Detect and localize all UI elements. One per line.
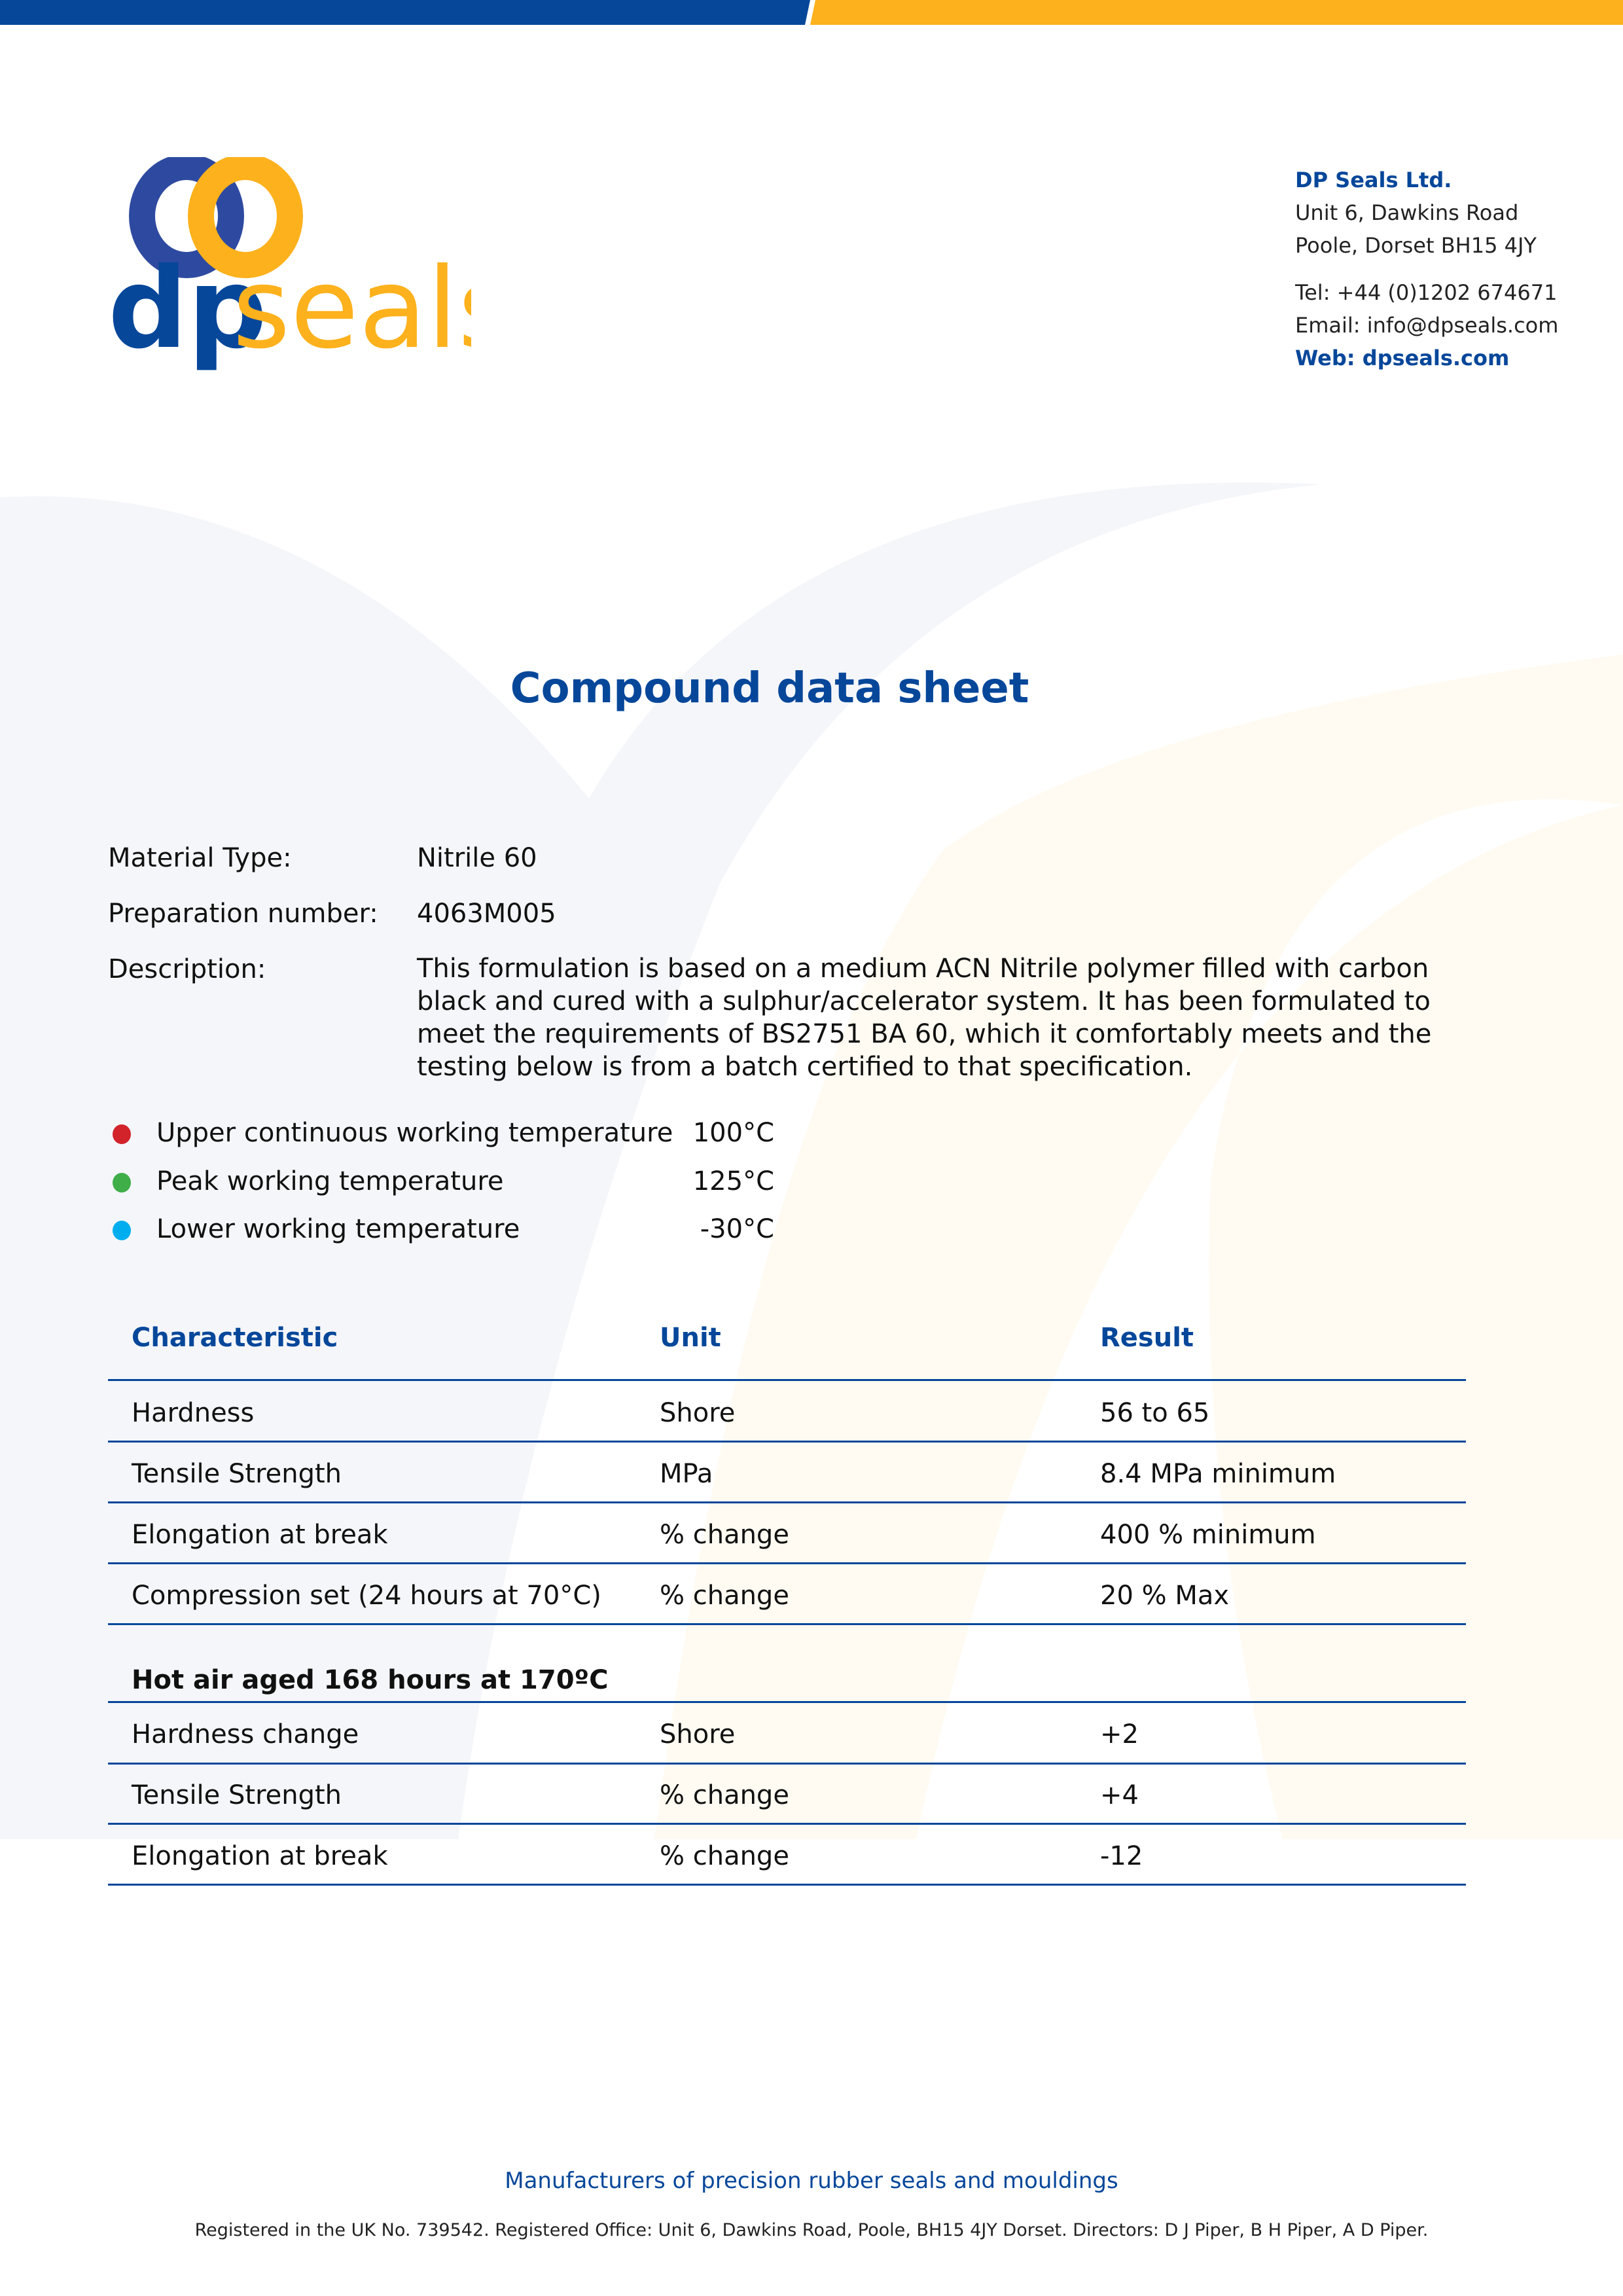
- red-bullet-icon: [113, 1124, 131, 1144]
- table-row-cell: Compression set (24 hours at 70°C): [132, 1581, 601, 1611]
- dp-seals-logo: dp seals: [108, 157, 471, 373]
- table-row-cell: Shore: [660, 1398, 736, 1428]
- website-link[interactable]: Web: dpseals.com: [1295, 346, 1510, 370]
- table-row-cell: Tensile Strength: [132, 1459, 342, 1489]
- table-row-cell: 56 to 65: [1100, 1398, 1210, 1428]
- material-type-value: Nitrile 60: [417, 843, 537, 873]
- preparation-number-label: Preparation number:: [108, 899, 378, 929]
- table-row-cell: Tensile Strength: [132, 1780, 342, 1810]
- watermark-blue-shape: [0, 482, 1322, 1840]
- header-unit: Unit: [660, 1323, 721, 1353]
- table-row-cell: Hardness: [132, 1398, 255, 1428]
- table-row-cell: % change: [660, 1581, 789, 1611]
- table-row-cell: Elongation at break: [132, 1520, 388, 1550]
- table-row-cell: MPa: [660, 1459, 713, 1489]
- header-result: Result: [1100, 1323, 1194, 1353]
- table-row-cell: +2: [1100, 1719, 1139, 1749]
- company-name: DP Seals Ltd.: [1295, 168, 1452, 192]
- logo-text-seals: seals: [232, 244, 471, 373]
- divider: [108, 1763, 1466, 1765]
- page-title: Compound data sheet: [510, 664, 1029, 713]
- divider: [108, 1501, 1466, 1503]
- divider: [108, 1441, 1466, 1443]
- divider: [108, 1701, 1466, 1703]
- table-row-cell: -12: [1100, 1841, 1143, 1871]
- green-bullet-icon: [113, 1173, 131, 1193]
- temp-peak-value: 125°C: [692, 1166, 774, 1196]
- header-characteristic: Characteristic: [132, 1323, 338, 1353]
- temp-peak-label: Peak working temperature: [156, 1166, 504, 1196]
- description-value: This formulation is based on a medium AC…: [417, 954, 1432, 1082]
- email[interactable]: Email: info@dpseals.com: [1295, 313, 1559, 338]
- footer-tagline: Manufacturers of precision rubber seals …: [505, 2168, 1118, 2194]
- table-row-cell: Shore: [660, 1719, 736, 1749]
- section-heading: Hot air aged 168 hours at 170ºC: [132, 1665, 609, 1695]
- address-line2: Poole, Dorset BH15 4JY: [1295, 233, 1537, 258]
- table-row-cell: Hardness change: [132, 1719, 359, 1749]
- divider: [108, 1379, 1466, 1381]
- table-row-cell: Elongation at break: [132, 1841, 388, 1871]
- divider: [108, 1884, 1466, 1886]
- telephone: Tel: +44 (0)1202 674671: [1295, 280, 1558, 305]
- address-line1: Unit 6, Dawkins Road: [1295, 200, 1519, 225]
- footer-registered: Registered in the UK No. 739542. Registe…: [194, 2220, 1429, 2240]
- table-row-cell: % change: [660, 1520, 789, 1550]
- table-row-cell: 20 % Max: [1100, 1581, 1230, 1611]
- blue-bullet-icon: [113, 1221, 131, 1240]
- temp-lower-label: Lower working temperature: [156, 1214, 520, 1244]
- top-banner: [0, 0, 1623, 25]
- watermark-yellow-shape: [654, 655, 1623, 1839]
- divider: [108, 1823, 1466, 1825]
- divider: [108, 1623, 1466, 1625]
- divider: [108, 1562, 1466, 1564]
- description-label: Description:: [108, 954, 266, 984]
- logo-text-dp: dp: [108, 244, 267, 373]
- table-row-cell: % change: [660, 1841, 789, 1871]
- table-row-cell: +4: [1100, 1780, 1139, 1810]
- table-row-cell: % change: [660, 1780, 789, 1810]
- table-row-cell: 8.4 MPa minimum: [1100, 1459, 1336, 1489]
- material-type-label: Material Type:: [108, 843, 292, 873]
- temp-upper-label: Upper continuous working temperature: [156, 1118, 673, 1148]
- table-row-cell: 400 % minimum: [1100, 1520, 1316, 1550]
- temp-upper-value: 100°C: [692, 1118, 774, 1148]
- temp-lower-value: -30°C: [700, 1214, 774, 1244]
- preparation-number-value: 4063M005: [417, 899, 556, 929]
